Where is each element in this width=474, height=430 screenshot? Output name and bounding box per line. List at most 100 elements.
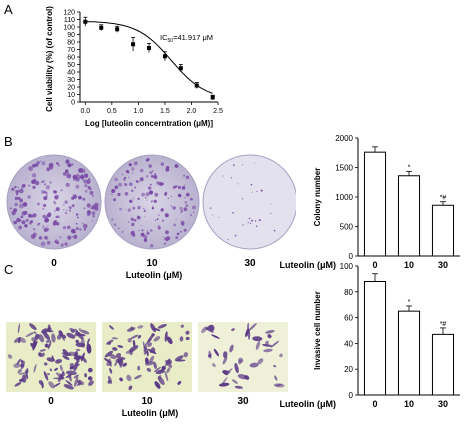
b-xlabel: Luteolin (μM) bbox=[280, 260, 337, 270]
invading-cell bbox=[108, 325, 115, 330]
colony bbox=[211, 214, 214, 216]
invading-cell bbox=[108, 358, 112, 368]
c-ytick-label: 40 bbox=[344, 339, 353, 348]
colony bbox=[131, 189, 134, 192]
colony bbox=[131, 166, 133, 168]
colony bbox=[17, 187, 19, 189]
colony bbox=[146, 231, 150, 235]
invading-cell bbox=[117, 358, 121, 366]
invading-cell bbox=[34, 333, 40, 341]
invading-cell bbox=[87, 367, 93, 373]
colony bbox=[156, 181, 160, 185]
colony bbox=[138, 208, 140, 210]
invading-cell bbox=[104, 350, 114, 358]
colony bbox=[127, 208, 131, 212]
colony bbox=[128, 176, 130, 178]
colony bbox=[82, 223, 88, 229]
colony bbox=[232, 164, 235, 166]
invading-cell bbox=[229, 344, 234, 353]
invading-cell bbox=[262, 344, 273, 347]
colony bbox=[23, 210, 28, 215]
colony bbox=[131, 230, 135, 235]
invading-cell bbox=[43, 362, 48, 366]
colony bbox=[164, 242, 166, 245]
colony bbox=[179, 230, 182, 233]
colony bbox=[273, 229, 276, 232]
c-ytick-label: 100 bbox=[340, 262, 354, 271]
transwell-30 bbox=[198, 322, 288, 392]
a-ylabel: Cell viability (%) (of control) bbox=[45, 6, 54, 112]
colony bbox=[14, 186, 17, 188]
invading-cell bbox=[25, 370, 29, 380]
b-category-label: 10 bbox=[404, 260, 414, 270]
invading-cell bbox=[247, 322, 250, 331]
colony bbox=[166, 165, 170, 170]
invading-cell bbox=[153, 361, 157, 370]
invading-cell bbox=[47, 372, 50, 376]
invading-cell bbox=[166, 367, 171, 374]
colony bbox=[185, 175, 190, 180]
colony bbox=[138, 181, 141, 183]
colony bbox=[144, 196, 147, 199]
plate-30 bbox=[202, 154, 296, 250]
colony bbox=[87, 210, 91, 215]
panel-label-b: B bbox=[4, 134, 13, 149]
invading-cell bbox=[234, 385, 244, 389]
colony bbox=[154, 173, 157, 176]
plate-label-30: 30 bbox=[244, 258, 256, 269]
invading-cell bbox=[107, 379, 111, 384]
colony bbox=[72, 194, 78, 199]
colony bbox=[89, 191, 94, 195]
colony bbox=[75, 222, 77, 224]
a-xtick-label: 1.0 bbox=[134, 108, 144, 115]
colony bbox=[147, 186, 152, 190]
colony bbox=[42, 227, 44, 229]
colony bbox=[180, 220, 185, 225]
transwell-label-30: 30 bbox=[237, 396, 249, 407]
colony bbox=[49, 181, 52, 184]
colony bbox=[62, 227, 64, 229]
a-data-point bbox=[210, 95, 215, 100]
b-category-label: 30 bbox=[438, 260, 448, 270]
a-ytick-label: 10 bbox=[67, 92, 75, 99]
colony bbox=[255, 225, 258, 227]
colony bbox=[129, 182, 133, 186]
colony bbox=[13, 220, 17, 225]
colony bbox=[46, 195, 48, 197]
invading-cell bbox=[109, 353, 117, 360]
plate-label-10: 10 bbox=[146, 258, 158, 269]
colony bbox=[31, 179, 36, 184]
colony bbox=[114, 177, 118, 182]
colony bbox=[39, 160, 42, 163]
invading-cell bbox=[127, 338, 132, 343]
invading-cell bbox=[270, 340, 280, 348]
b-ytick-label: 0 bbox=[349, 252, 354, 261]
colony bbox=[76, 173, 79, 176]
colony bbox=[63, 204, 65, 206]
colony bbox=[55, 207, 60, 212]
colony bbox=[133, 219, 137, 222]
transwell-images bbox=[6, 322, 288, 392]
invading-cell bbox=[213, 348, 220, 357]
invading-cell bbox=[69, 375, 72, 382]
colony bbox=[150, 175, 154, 178]
colony bbox=[260, 189, 263, 192]
colony bbox=[25, 177, 27, 179]
invading-cell bbox=[232, 379, 238, 384]
colony bbox=[67, 225, 71, 230]
colony bbox=[81, 222, 84, 225]
invading-cell bbox=[244, 375, 250, 380]
colony bbox=[67, 235, 72, 240]
invading-cell bbox=[114, 362, 117, 367]
colony bbox=[86, 203, 91, 208]
invading-cell bbox=[48, 381, 55, 389]
b-ytick-label: 1000 bbox=[335, 193, 353, 202]
colony bbox=[80, 168, 86, 174]
colony bbox=[164, 191, 168, 194]
invading-cell bbox=[126, 374, 132, 382]
colony bbox=[83, 173, 89, 178]
invading-cell bbox=[130, 334, 139, 340]
a-ytick-label: 0 bbox=[71, 100, 75, 107]
colony bbox=[176, 232, 180, 236]
